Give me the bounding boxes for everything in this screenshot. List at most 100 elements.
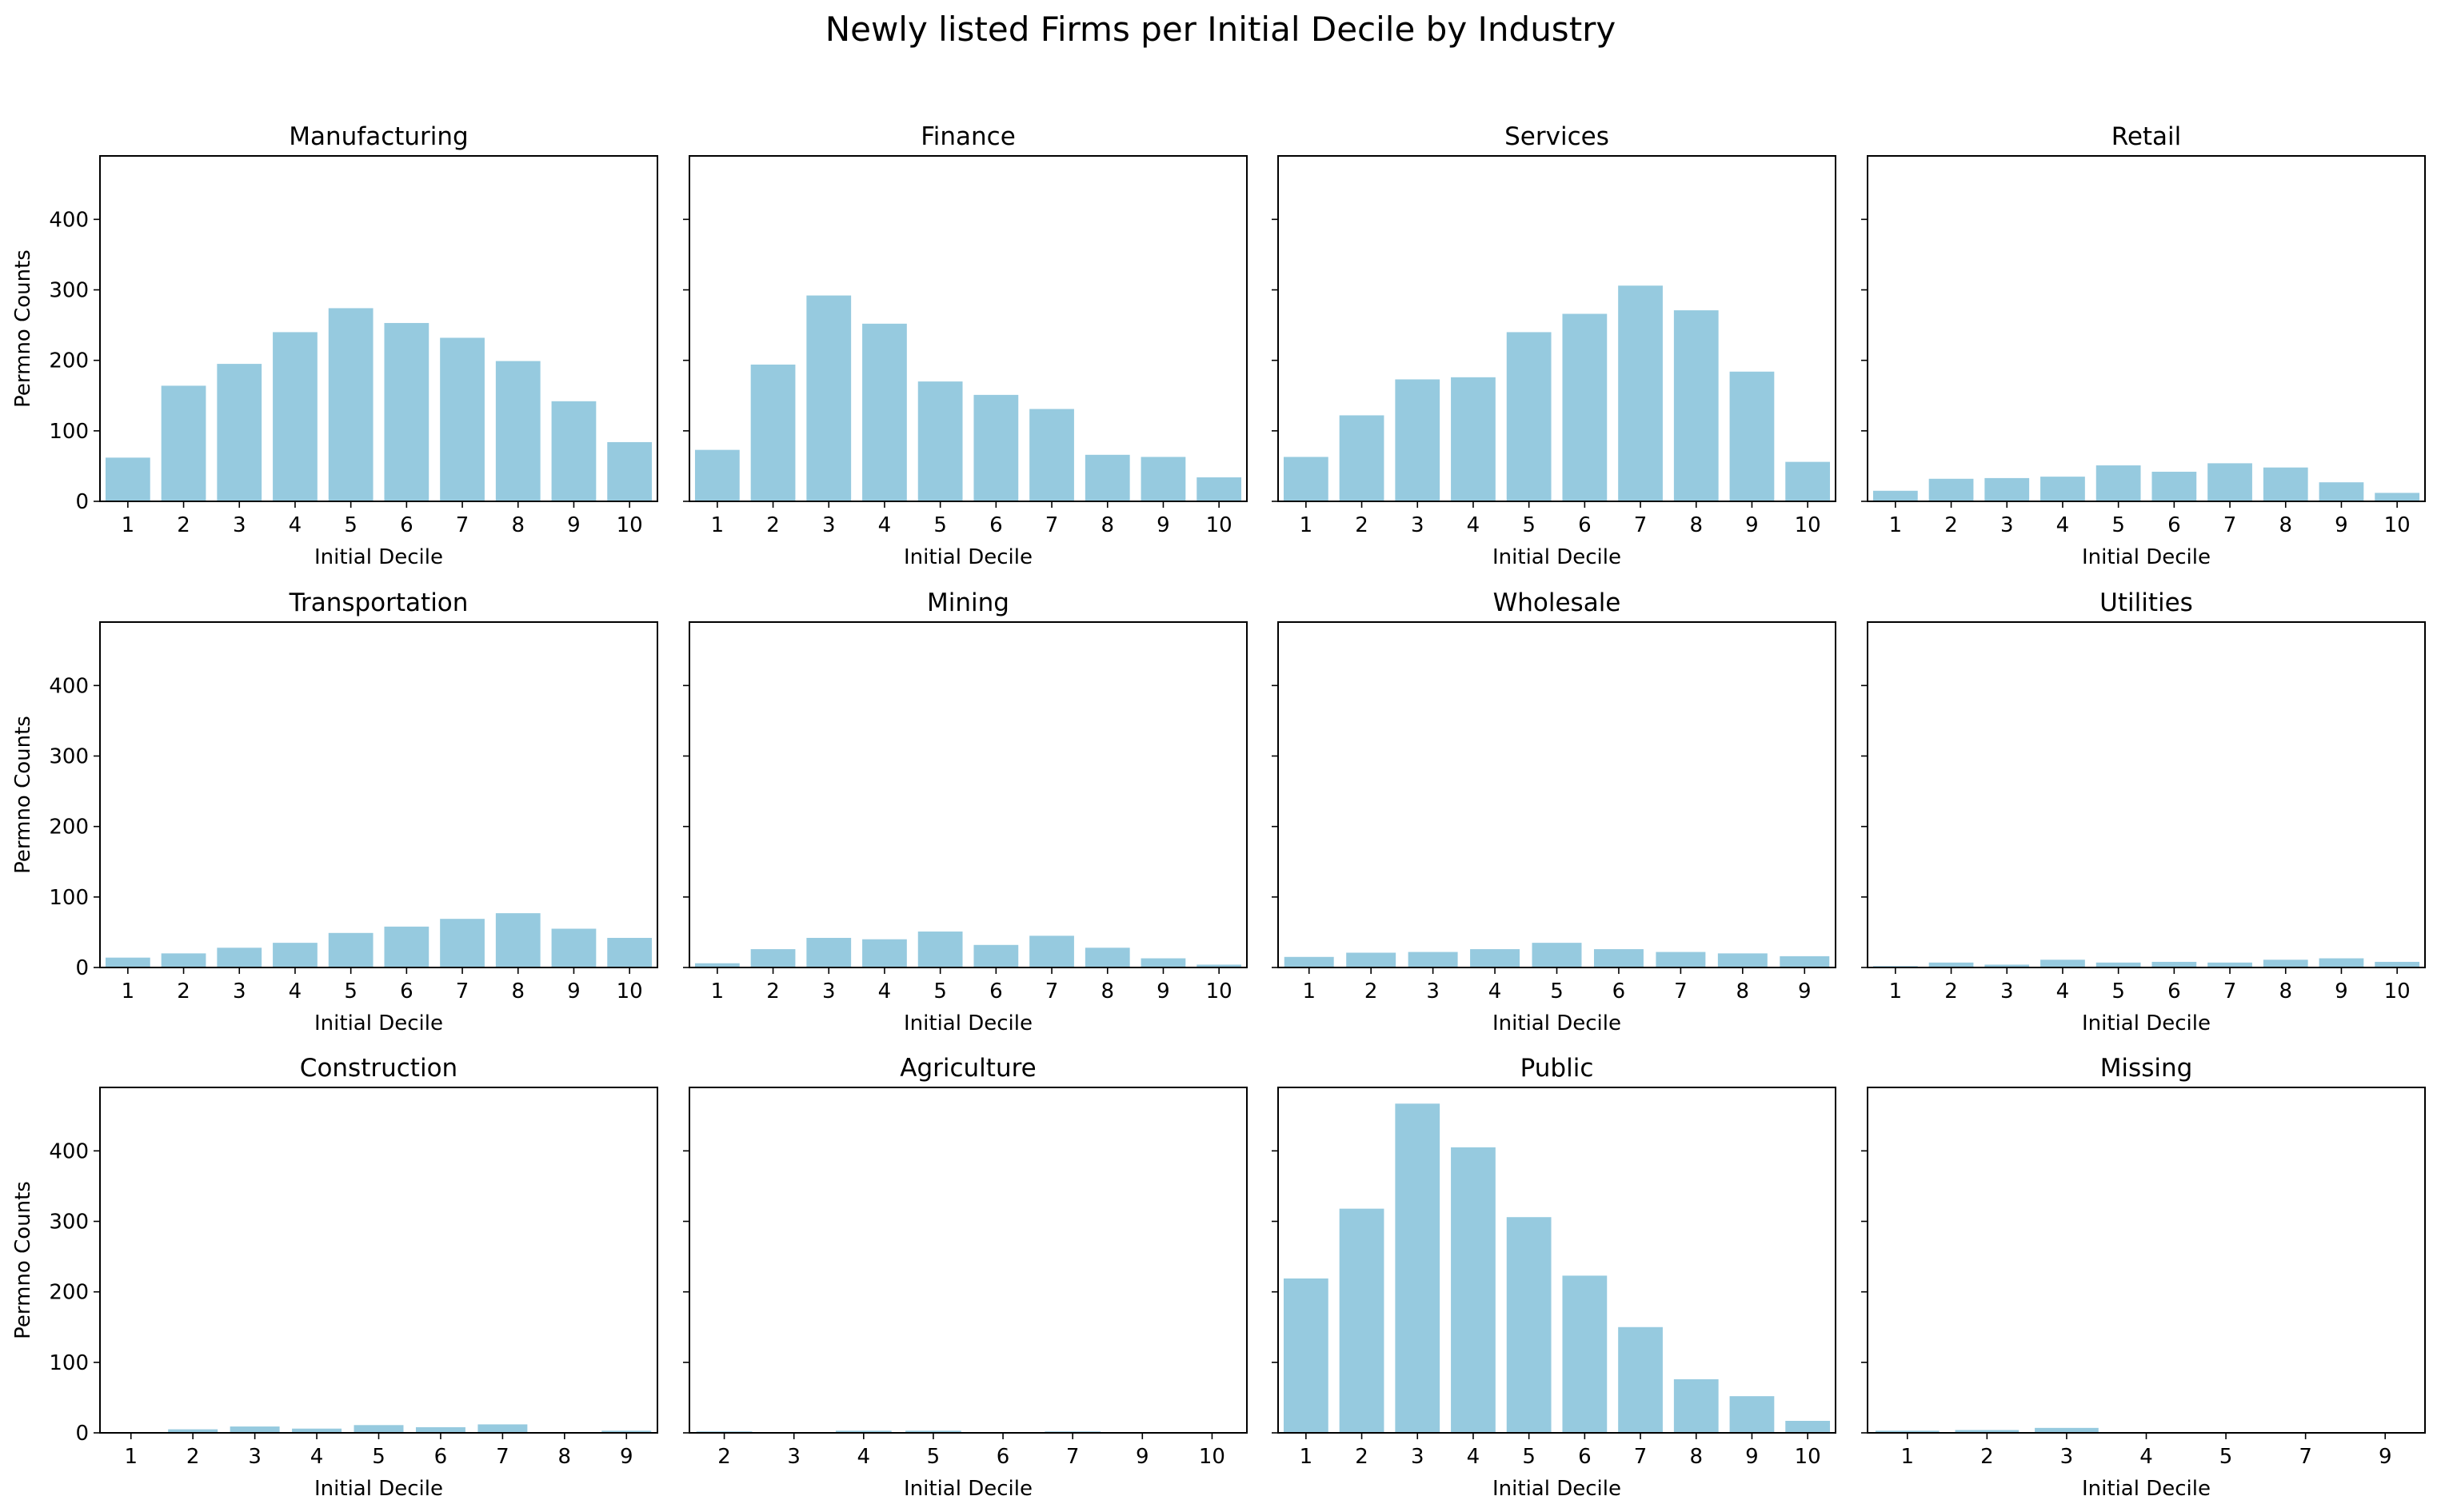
- bar: [1029, 409, 1074, 501]
- x-tick-label: 8: [511, 979, 525, 1003]
- x-tick-label: 1: [122, 979, 135, 1003]
- bar: [835, 1430, 892, 1433]
- bar: [1729, 371, 1775, 501]
- bar: [1562, 313, 1608, 501]
- bar: [1717, 953, 1768, 967]
- bar: [384, 926, 429, 967]
- x-tick-label: 7: [1634, 1445, 1648, 1469]
- bar: [1197, 964, 1242, 967]
- bar: [862, 323, 907, 501]
- subplot-title: Agriculture: [900, 1054, 1037, 1083]
- x-tick-label: 5: [1550, 979, 1564, 1003]
- x-tick-label: 2: [1364, 979, 1378, 1003]
- x-tick-label: 2: [717, 1445, 731, 1469]
- x-tick-label: 10: [1206, 979, 1232, 1003]
- x-tick-label: 6: [997, 1445, 1010, 1469]
- x-tick-label: 6: [1578, 1445, 1592, 1469]
- x-axis-label: Initial Decile: [904, 545, 1033, 569]
- x-tick-label: 9: [567, 979, 581, 1003]
- axes-frame: [99, 1087, 658, 1434]
- x-tick-label: 2: [1355, 1445, 1368, 1469]
- x-tick-label: 7: [1045, 513, 1059, 537]
- y-tick-label: 100: [49, 886, 89, 910]
- x-tick-label: 5: [344, 979, 358, 1003]
- bar: [1506, 332, 1552, 501]
- x-tick-label: 9: [1745, 1445, 1759, 1469]
- x-tick-label: 3: [822, 979, 836, 1003]
- x-tick-label: 3: [2000, 513, 2014, 537]
- bar: [328, 932, 374, 967]
- x-tick-label: 5: [933, 513, 947, 537]
- subplot-title: Construction: [300, 1054, 457, 1083]
- bar: [1141, 958, 1186, 967]
- bar: [806, 295, 852, 501]
- x-tick-label: 1: [1300, 1445, 1313, 1469]
- bar: [1875, 1430, 1940, 1433]
- y-axis-label: Permno Counts: [11, 249, 35, 408]
- axes-frame: [689, 155, 1248, 502]
- x-tick-label: 5: [927, 1445, 941, 1469]
- x-tick-label: 2: [177, 979, 190, 1003]
- bar: [1395, 379, 1440, 501]
- x-tick-label: 6: [400, 513, 413, 537]
- x-tick-label: 3: [787, 1445, 801, 1469]
- axes-frame: [1867, 621, 2426, 968]
- x-tick-label: 9: [2335, 979, 2348, 1003]
- subplot-title: Wholesale: [1493, 588, 1621, 617]
- x-tick-label: 3: [1411, 513, 1424, 537]
- bar: [1785, 1421, 1831, 1433]
- bar: [1284, 956, 1334, 967]
- subplot-title: Mining: [927, 588, 1009, 617]
- bar: [917, 932, 963, 967]
- x-tick-label: 3: [233, 513, 246, 537]
- bar: [2263, 959, 2308, 967]
- x-tick-label: 6: [989, 979, 1003, 1003]
- bar: [415, 1426, 465, 1433]
- bar: [1395, 1103, 1440, 1433]
- x-axis-label: Initial Decile: [314, 1011, 443, 1035]
- bar: [1785, 461, 1831, 501]
- bar: [1729, 1396, 1775, 1433]
- bar: [601, 1430, 652, 1433]
- bar: [168, 1429, 218, 1433]
- x-tick-label: 4: [289, 513, 302, 537]
- bar: [2095, 962, 2141, 967]
- subplot-public: Public 1 2 3 4 5 6 7 8 9 10 Initial Decile: [1272, 1054, 1836, 1501]
- bar: [607, 937, 653, 967]
- x-tick-label: 9: [1745, 513, 1759, 537]
- x-tick-label: 1: [122, 513, 135, 537]
- bar: [161, 953, 206, 967]
- x-tick-label: 10: [1199, 1445, 1225, 1469]
- y-tick-label: 400: [49, 208, 89, 232]
- axes-frame: [1277, 1087, 1836, 1434]
- x-tick-label: 9: [2335, 513, 2348, 537]
- x-tick-label: 4: [878, 979, 892, 1003]
- x-axis-label: Initial Decile: [314, 1477, 443, 1501]
- bar: [1451, 1147, 1496, 1433]
- y-tick-label: 0: [75, 956, 89, 980]
- axes-frame: [1277, 621, 1836, 968]
- x-tick-label: 7: [1674, 979, 1688, 1003]
- x-tick-label: 10: [1206, 513, 1232, 537]
- y-tick-label: 300: [49, 1211, 89, 1235]
- x-tick-label: 9: [1157, 513, 1170, 537]
- bar: [862, 939, 907, 967]
- subplot-wholesale: Wholesale 1 2 3 4 5 6 7 8 9 Initial Decile: [1272, 588, 1836, 1035]
- bar: [2319, 958, 2364, 967]
- x-tick-label: 9: [620, 1445, 633, 1469]
- x-tick-label: 1: [711, 979, 725, 1003]
- x-tick-label: 6: [1578, 513, 1592, 537]
- bar: [105, 957, 150, 967]
- y-tick-label: 0: [75, 490, 89, 514]
- axes-frame: [99, 621, 658, 968]
- y-tick-label: 400: [49, 674, 89, 698]
- x-tick-label: 7: [1066, 1445, 1080, 1469]
- subplot-title: Manufacturing: [289, 122, 468, 151]
- bar: [2095, 465, 2141, 501]
- bar: [551, 401, 597, 501]
- bar: [1618, 1326, 1663, 1433]
- bar: [1673, 310, 1719, 501]
- bar: [2207, 962, 2252, 967]
- x-tick-label: 1: [1300, 513, 1313, 537]
